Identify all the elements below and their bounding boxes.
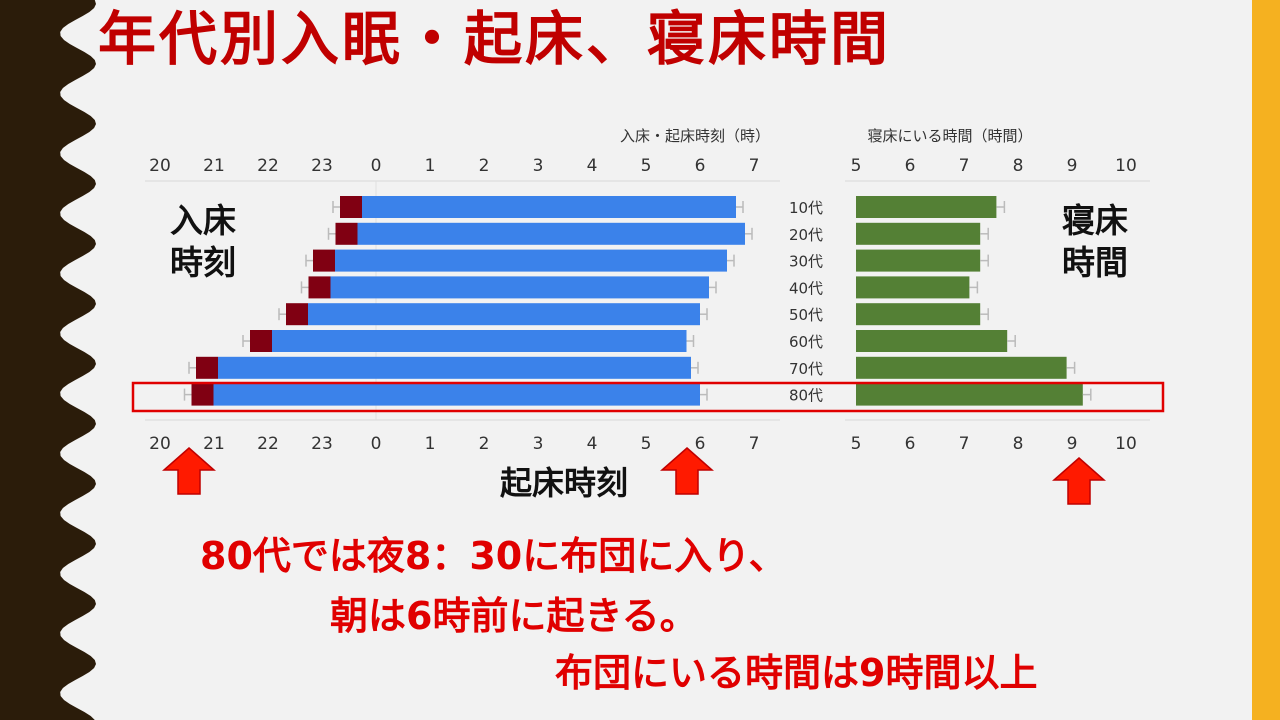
sleep-span-bar xyxy=(335,249,727,272)
sleep-span-bar xyxy=(330,276,709,299)
right-x-ticks-top: 5 6 7 8 9 10 xyxy=(851,156,1137,176)
x-tick-label: 2 xyxy=(479,434,490,454)
x-tick-label: 6 xyxy=(905,434,916,454)
right-x-ticks-bottom: 5 6 7 8 9 10 xyxy=(851,434,1137,454)
x-tick-label: 3 xyxy=(533,156,544,176)
x-tick-label: 5 xyxy=(851,434,862,454)
x-tick-label: 8 xyxy=(1013,156,1024,176)
bedtime-bar xyxy=(308,276,331,299)
x-tick-label: 2 xyxy=(479,156,490,176)
highlight-box-80s xyxy=(131,381,1165,413)
x-tick-label: 10 xyxy=(1115,434,1137,454)
wake-time-label: 起床時刻 xyxy=(500,464,629,502)
up-arrow-icon xyxy=(162,447,216,495)
time-in-bed-bar xyxy=(856,356,1067,379)
sleep-span-bar xyxy=(272,330,687,352)
category-label: 10代 xyxy=(789,199,823,217)
x-tick-label: 0 xyxy=(371,156,382,176)
category-label: 20代 xyxy=(789,226,823,244)
time-in-bed-bar xyxy=(856,196,997,218)
x-tick-label: 5 xyxy=(641,156,652,176)
time-in-bed-bar xyxy=(856,249,981,272)
bedtime-bar xyxy=(286,303,308,326)
x-tick-label: 8 xyxy=(1013,434,1024,454)
caption-line-1: 80代では夜8：30に布団に入り、 xyxy=(200,534,787,578)
x-tick-label: 7 xyxy=(959,156,970,176)
sleep-span-bar xyxy=(218,356,691,379)
x-tick-label: 3 xyxy=(533,434,544,454)
time-in-bed-label-line2: 時間 xyxy=(1062,243,1128,282)
gridlines xyxy=(145,180,1150,421)
x-tick-label: 20 xyxy=(149,156,171,176)
up-arrow-icon xyxy=(1052,457,1106,505)
left-chart-title: 入床・起床時刻（時） xyxy=(620,127,770,145)
right-accent-bar xyxy=(1252,0,1280,720)
left-x-ticks-bottom: 20 21 22 23 0 1 2 3 4 5 6 7 xyxy=(149,434,759,454)
x-tick-label: 21 xyxy=(203,434,225,454)
time-in-bed-label: 寝床 時間 xyxy=(1062,200,1128,284)
category-label: 80代 xyxy=(789,387,823,405)
x-tick-label: 9 xyxy=(1067,156,1078,176)
x-tick-label: 7 xyxy=(959,434,970,454)
x-tick-label: 22 xyxy=(257,156,279,176)
x-tick-label: 1 xyxy=(425,156,436,176)
x-tick-label: 6 xyxy=(695,156,706,176)
up-arrow-icon xyxy=(660,447,714,495)
slide-title: 年代別入眠・起床、寝床時間 xyxy=(98,5,892,73)
time-in-bed-bar xyxy=(856,222,981,245)
x-tick-label: 23 xyxy=(311,156,333,176)
x-tick-label: 9 xyxy=(1067,434,1078,454)
right-chart-title: 寝床にいる時間（時間） xyxy=(867,127,1032,145)
wavy-left-decoration xyxy=(0,0,96,720)
bedtime-bar xyxy=(250,330,272,352)
time-in-bed-bar xyxy=(856,383,1083,406)
category-labels: 10代 20代 30代 40代 50代 60代 70代 80代 xyxy=(789,199,823,405)
bedtime-bar xyxy=(340,196,362,218)
category-label: 50代 xyxy=(789,306,823,324)
category-label: 30代 xyxy=(789,253,823,271)
bedtime-label-line2: 時刻 xyxy=(170,243,236,282)
caption-line-3: 布団にいる時間は9時間以上 xyxy=(555,651,1038,695)
bedtime-bar xyxy=(335,222,358,245)
x-tick-label: 6 xyxy=(905,156,916,176)
x-tick-label: 20 xyxy=(149,434,171,454)
bedtime-label: 入床 時刻 xyxy=(170,200,236,284)
time-in-bed-bar xyxy=(856,330,1008,352)
x-tick-label: 4 xyxy=(587,434,598,454)
time-in-bed-label-line1: 寝床 xyxy=(1062,201,1128,240)
time-in-bed-bar xyxy=(856,276,970,299)
x-tick-label: 5 xyxy=(851,156,862,176)
bedtime-bar xyxy=(196,356,218,379)
sleep-span-bar xyxy=(308,303,700,326)
x-tick-label: 7 xyxy=(749,434,760,454)
x-tick-label: 5 xyxy=(641,434,652,454)
bedtime-bar xyxy=(313,249,335,272)
x-tick-label: 1 xyxy=(425,434,436,454)
time-in-bed-bar xyxy=(856,303,981,326)
bedtime-label-line1: 入床 xyxy=(170,201,236,240)
x-tick-label: 22 xyxy=(257,434,279,454)
left-x-ticks-top: 20 21 22 23 0 1 2 3 4 5 6 7 xyxy=(149,156,759,176)
bedtime-bar xyxy=(191,383,214,406)
left-bars xyxy=(183,196,753,406)
caption-line-2: 朝は6時前に起きる。 xyxy=(330,594,698,638)
x-tick-label: 21 xyxy=(203,156,225,176)
category-label: 70代 xyxy=(789,360,823,378)
category-label: 60代 xyxy=(789,333,823,351)
x-tick-label: 6 xyxy=(695,434,706,454)
x-tick-label: 10 xyxy=(1115,156,1137,176)
sleep-span-bar xyxy=(213,383,700,406)
category-label: 40代 xyxy=(789,279,823,297)
sleep-span-bar xyxy=(357,222,745,245)
right-bars xyxy=(856,196,1092,406)
x-tick-label: 0 xyxy=(371,434,382,454)
x-tick-label: 23 xyxy=(311,434,333,454)
x-tick-label: 7 xyxy=(749,156,760,176)
x-tick-label: 4 xyxy=(587,156,598,176)
sleep-span-bar xyxy=(362,196,736,218)
